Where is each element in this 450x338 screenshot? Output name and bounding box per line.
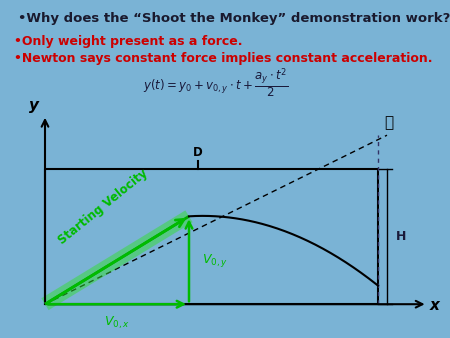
Text: D: D [193,146,203,159]
Text: Starting Velocity: Starting Velocity [56,167,151,247]
Text: 🐒: 🐒 [385,115,394,130]
Text: $V_{0,x}$: $V_{0,x}$ [104,314,130,331]
Text: •Newton says constant force implies constant acceleration.: •Newton says constant force implies cons… [14,52,432,65]
Text: •Why does the “Shoot the Monkey” demonstration work?: •Why does the “Shoot the Monkey” demonst… [18,12,450,25]
Text: $V_{0,y}$: $V_{0,y}$ [202,252,229,269]
Text: H: H [396,230,406,243]
Text: •Only weight present as a force.: •Only weight present as a force. [14,35,242,48]
Text: y: y [29,98,39,113]
Text: x: x [430,298,440,313]
Text: $y(t) = y_0 + v_{0,y} \cdot t + \dfrac{a_y \cdot t^2}{2}$: $y(t) = y_0 + v_{0,y} \cdot t + \dfrac{a… [144,66,288,100]
